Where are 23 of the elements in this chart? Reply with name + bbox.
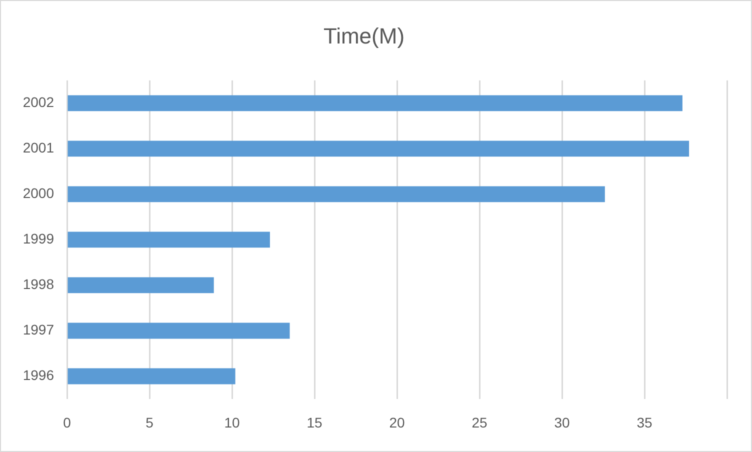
- x-tick-label: 10: [224, 414, 240, 430]
- y-tick-label: 2000: [22, 185, 54, 202]
- x-tick-label: 0: [63, 414, 72, 430]
- bar: [68, 95, 682, 112]
- bar: [68, 186, 605, 202]
- x-tick-label: 15: [306, 414, 322, 430]
- bar: [68, 232, 270, 248]
- y-tick-label: 1996: [22, 367, 54, 384]
- x-tick-label: 30: [554, 414, 570, 430]
- x-tick-label: 20: [389, 414, 405, 430]
- bar: [68, 277, 214, 294]
- x-tick-label: 5: [146, 414, 154, 430]
- bar: [68, 368, 236, 384]
- x-tick-label: 35: [636, 414, 652, 430]
- y-tick-label: 1997: [22, 322, 54, 338]
- chart-title: Time(M): [323, 23, 405, 48]
- bar: [68, 140, 690, 157]
- x-tick-label: 25: [472, 414, 488, 430]
- y-tick-label: 1999: [22, 230, 54, 247]
- y-tick-label: 2002: [22, 94, 54, 110]
- y-tick-label: 2001: [22, 140, 54, 156]
- y-tick-label: 1998: [22, 276, 54, 292]
- bar: [68, 322, 290, 339]
